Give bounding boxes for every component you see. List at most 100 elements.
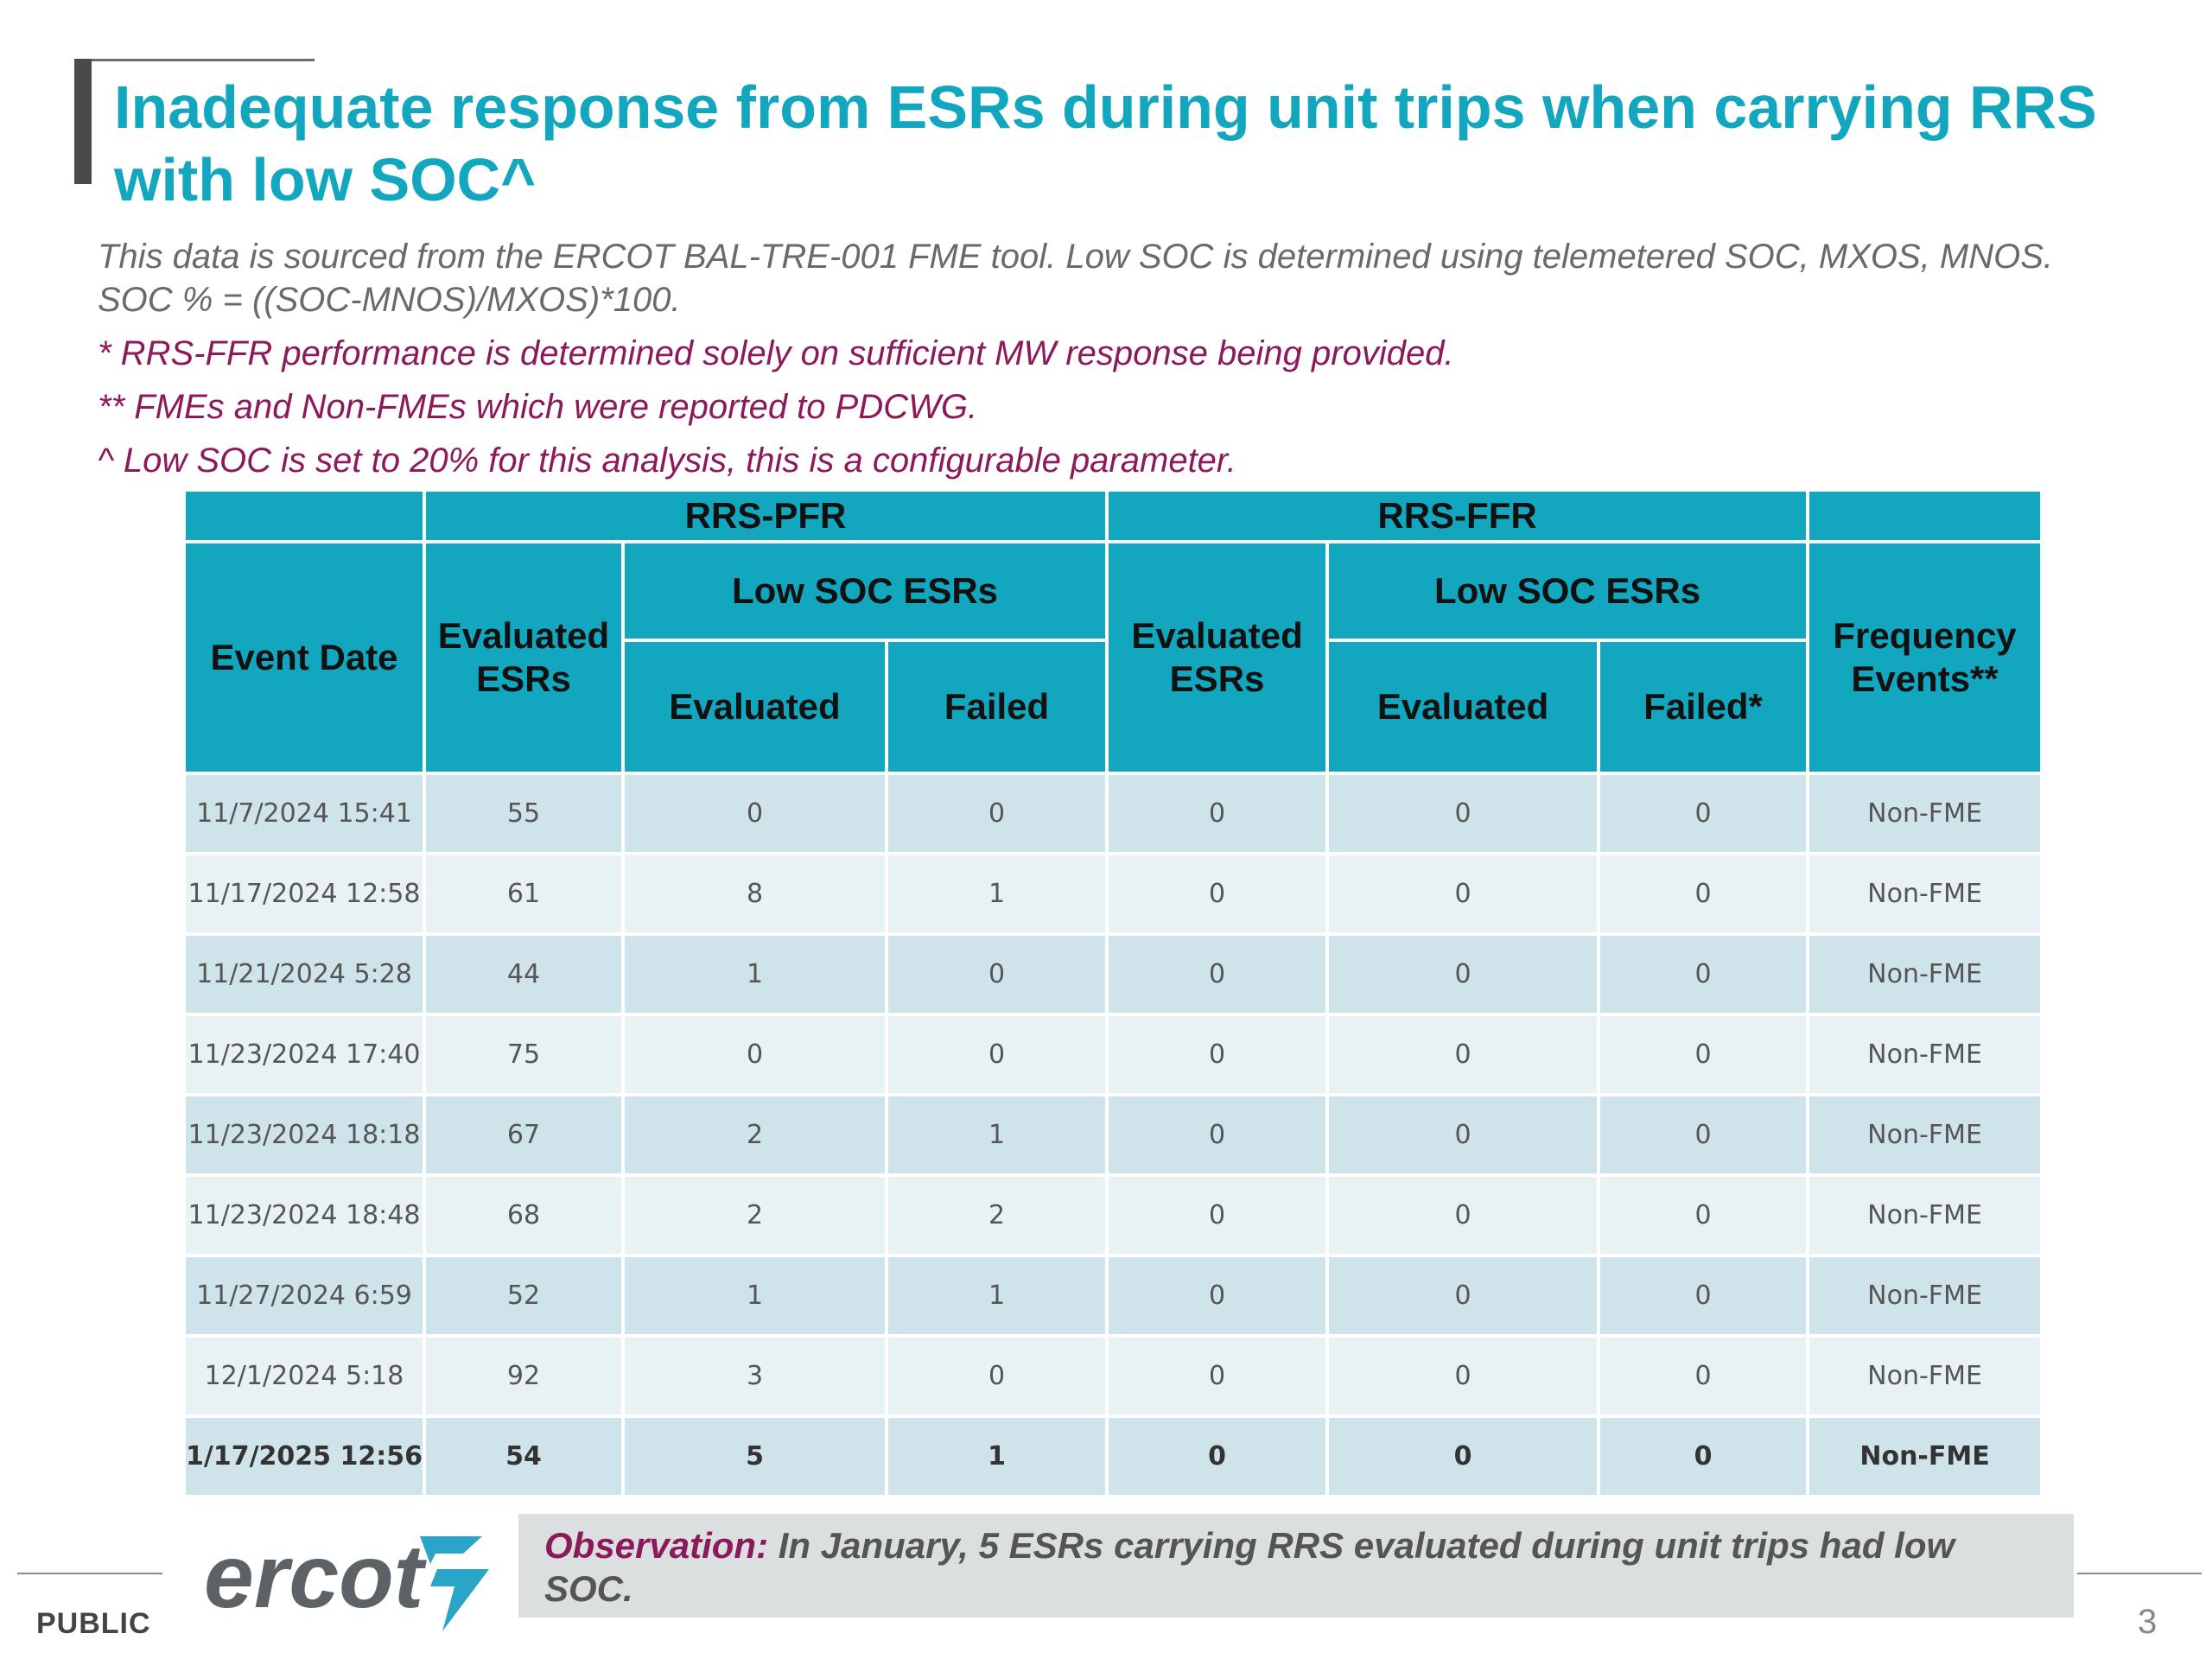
cell-ffr-evaluated: 0 <box>1105 1414 1330 1498</box>
table-row: 11/27/2024 6:59 52 1 1 0 0 0 Non-FME <box>182 1254 2044 1338</box>
table-row: 11/21/2024 5:28 44 1 0 0 0 0 Non-FME <box>182 932 2044 1016</box>
cell-pfr-low-failed: 0 <box>884 1013 1109 1096</box>
footnote-ffr: * RRS-FFR performance is determined sole… <box>98 334 1454 372</box>
cell-pfr-low-evaluated: 3 <box>621 1334 888 1418</box>
cell-pfr-low-failed: 1 <box>884 1254 1109 1338</box>
footnote-fme: ** FMEs and Non-FMEs which were reported… <box>98 388 978 426</box>
cell-ffr-low-failed: 0 <box>1597 1173 1810 1257</box>
cell-event-date: 11/21/2024 5:28 <box>182 932 426 1016</box>
cell-pfr-low-evaluated: 0 <box>621 772 888 855</box>
group-header-ffr: RRS-FFR <box>1105 488 1810 543</box>
cell-event-date: 11/23/2024 18:48 <box>182 1173 426 1257</box>
cell-pfr-low-failed: 1 <box>884 1093 1109 1177</box>
table-row: 12/1/2024 5:18 92 3 0 0 0 0 Non-FME <box>182 1334 2044 1418</box>
header-frequency-events: Frequency Events** <box>1806 540 2044 775</box>
cell-pfr-low-evaluated: 1 <box>621 1254 888 1338</box>
table-row: 11/17/2024 12:58 61 8 1 0 0 0 Non-FME <box>182 852 2044 936</box>
cell-ffr-evaluated: 0 <box>1105 1013 1330 1096</box>
observation-box: Observation: In January, 5 ESRs carrying… <box>518 1514 2074 1618</box>
cell-ffr-evaluated: 0 <box>1105 772 1330 855</box>
lightning-bolt-icon <box>420 1536 489 1631</box>
cell-pfr-evaluated: 61 <box>423 852 625 936</box>
header-ffr-low-evaluated: Evaluated <box>1325 639 1601 775</box>
cell-pfr-low-evaluated: 1 <box>621 932 888 1016</box>
table-body: 11/7/2024 15:41 55 0 0 0 0 0 Non-FME 11/… <box>182 772 2044 1498</box>
observation-text: In January, 5 ESRs carrying RRS evaluate… <box>544 1525 1955 1609</box>
page-number: 3 <box>2138 1603 2158 1641</box>
title-accent-bar <box>74 59 92 184</box>
cell-ffr-low-evaluated: 0 <box>1325 1254 1601 1338</box>
cell-event-date: 1/17/2025 12:56 <box>182 1414 426 1498</box>
table-row: 11/23/2024 18:48 68 2 2 0 0 0 Non-FME <box>182 1173 2044 1257</box>
table-row: 11/23/2024 18:18 67 2 1 0 0 0 Non-FME <box>182 1093 2044 1177</box>
slide-subtitle: This data is sourced from the ERCOT BAL-… <box>98 238 2054 319</box>
cell-frequency-event: Non-FME <box>1806 1254 2044 1338</box>
cell-pfr-low-evaluated: 0 <box>621 1013 888 1096</box>
cell-event-date: 11/7/2024 15:41 <box>182 772 426 855</box>
cell-pfr-low-failed: 0 <box>884 932 1109 1016</box>
slide-title: Inadequate response from ESRs during uni… <box>114 73 2097 213</box>
cell-event-date: 12/1/2024 5:18 <box>182 1334 426 1418</box>
cell-ffr-low-evaluated: 0 <box>1325 1173 1601 1257</box>
cell-ffr-low-evaluated: 0 <box>1325 1093 1601 1177</box>
cell-pfr-evaluated: 52 <box>423 1254 625 1338</box>
table-row: 11/23/2024 17:40 75 0 0 0 0 0 Non-FME <box>182 1013 2044 1096</box>
cell-pfr-evaluated: 67 <box>423 1093 625 1177</box>
table-row: 11/7/2024 15:41 55 0 0 0 0 0 Non-FME <box>182 772 2044 855</box>
cell-ffr-low-failed: 0 <box>1597 932 1810 1016</box>
cell-frequency-event: Non-FME <box>1806 1414 2044 1498</box>
cell-ffr-low-failed: 0 <box>1597 1414 1810 1498</box>
cell-pfr-evaluated: 55 <box>423 772 625 855</box>
header-pfr-low-evaluated: Evaluated <box>621 639 888 775</box>
cell-ffr-low-failed: 0 <box>1597 1013 1810 1096</box>
cell-event-date: 11/27/2024 6:59 <box>182 1254 426 1338</box>
cell-ffr-low-evaluated: 0 <box>1325 1414 1601 1498</box>
cell-pfr-evaluated: 75 <box>423 1013 625 1096</box>
cell-pfr-evaluated: 92 <box>423 1334 625 1418</box>
cell-ffr-low-failed: 0 <box>1597 852 1810 936</box>
title-accent-line <box>74 59 315 61</box>
cell-ffr-low-failed: 0 <box>1597 1334 1810 1418</box>
cell-pfr-low-failed: 0 <box>884 1334 1109 1418</box>
cell-ffr-low-evaluated: 0 <box>1325 772 1601 855</box>
cell-pfr-evaluated: 68 <box>423 1173 625 1257</box>
cell-ffr-low-failed: 0 <box>1597 1093 1810 1177</box>
cell-frequency-event: Non-FME <box>1806 852 2044 936</box>
cell-frequency-event: Non-FME <box>1806 1173 2044 1257</box>
cell-event-date: 11/23/2024 17:40 <box>182 1013 426 1096</box>
cell-ffr-low-failed: 0 <box>1597 772 1810 855</box>
cell-frequency-event: Non-FME <box>1806 772 2044 855</box>
cell-frequency-event: Non-FME <box>1806 1093 2044 1177</box>
ercot-logo: ercot <box>204 1527 489 1631</box>
cell-ffr-evaluated: 0 <box>1105 1334 1330 1418</box>
cell-pfr-low-failed: 2 <box>884 1173 1109 1257</box>
cell-pfr-low-failed: 1 <box>884 852 1109 936</box>
cell-ffr-low-evaluated: 0 <box>1325 1334 1601 1418</box>
header-event-date: Event Date <box>182 540 426 775</box>
header-ffr-low-soc: Low SOC ESRs <box>1325 540 1810 642</box>
header-ffr-evaluated-esrs: Evaluated ESRs <box>1105 540 1330 775</box>
cell-pfr-evaluated: 44 <box>423 932 625 1016</box>
cell-event-date: 11/17/2024 12:58 <box>182 852 426 936</box>
cell-pfr-evaluated: 54 <box>423 1414 625 1498</box>
observation-label: Observation: <box>544 1525 769 1566</box>
cell-frequency-event: Non-FME <box>1806 1013 2044 1096</box>
cell-pfr-low-evaluated: 5 <box>621 1414 888 1498</box>
cell-pfr-low-failed: 1 <box>884 1414 1109 1498</box>
cell-pfr-low-evaluated: 8 <box>621 852 888 936</box>
cell-pfr-low-evaluated: 2 <box>621 1093 888 1177</box>
cell-pfr-low-evaluated: 2 <box>621 1173 888 1257</box>
cell-pfr-low-failed: 0 <box>884 772 1109 855</box>
group-header-blank <box>182 488 426 543</box>
footer-rule-right <box>2077 1573 2202 1574</box>
footnote-low-soc: ^ Low SOC is set to 20% for this analysi… <box>98 442 1236 480</box>
cell-ffr-low-evaluated: 0 <box>1325 932 1601 1016</box>
cell-ffr-low-evaluated: 0 <box>1325 852 1601 936</box>
header-pfr-low-soc: Low SOC ESRs <box>620 540 1109 642</box>
header-pfr-evaluated-esrs: Evaluated ESRs <box>423 540 625 775</box>
logo-wordmark: ercot <box>204 1527 428 1627</box>
cell-frequency-event: Non-FME <box>1806 932 2044 1016</box>
cell-ffr-low-evaluated: 0 <box>1325 1013 1601 1096</box>
footer-rule-left <box>17 1573 162 1574</box>
cell-event-date: 11/23/2024 18:18 <box>182 1093 426 1177</box>
